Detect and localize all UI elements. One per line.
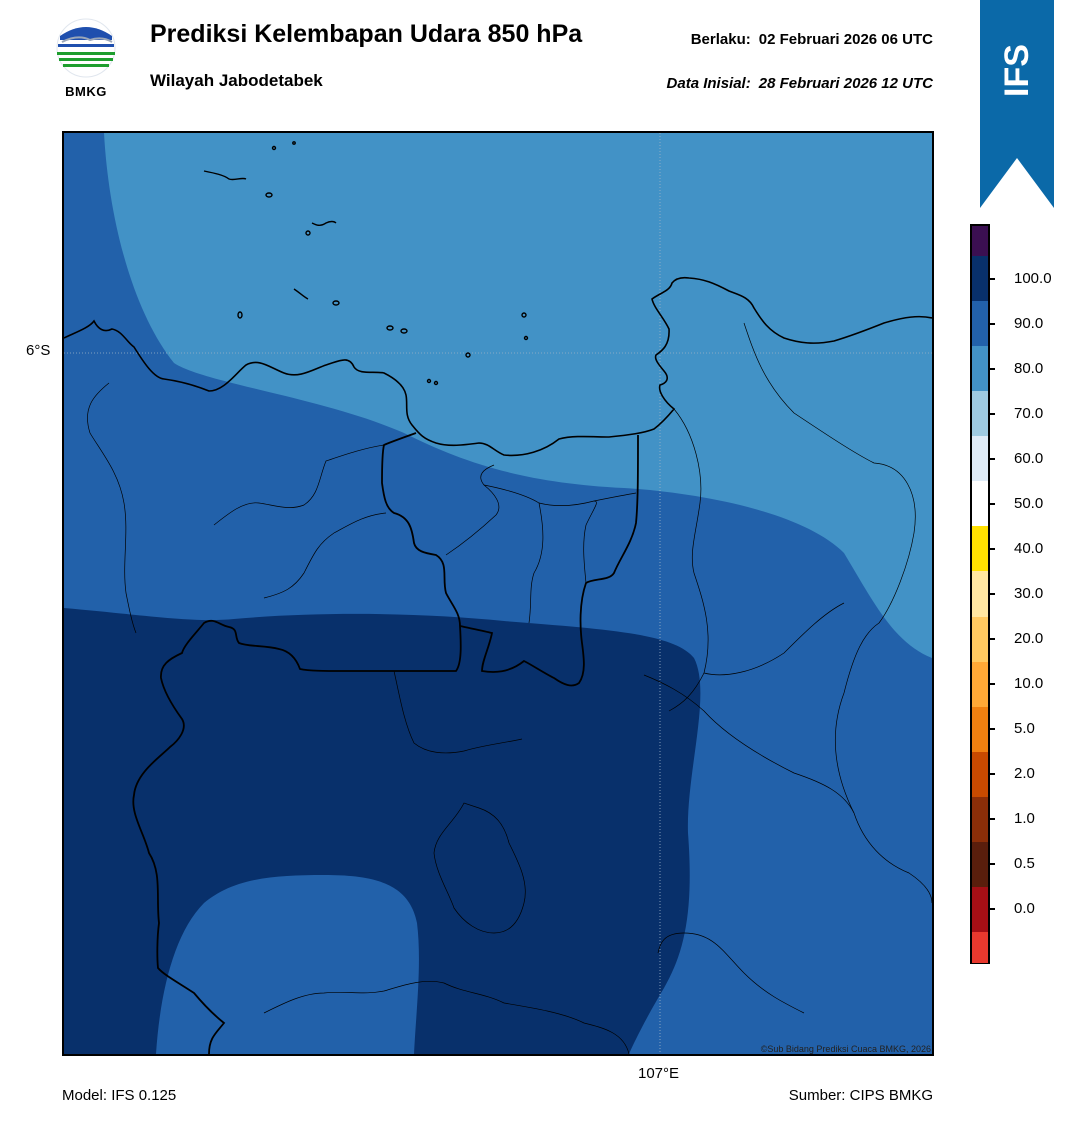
bmkg-logo: BMKG	[50, 18, 122, 102]
colorbar-tick	[988, 412, 995, 415]
colorbar-tick	[988, 773, 995, 776]
colorbar-tick	[988, 502, 995, 505]
colorbar-segment	[972, 436, 988, 482]
colorbar-segment	[972, 886, 988, 933]
ribbon-label-wrap: IFS	[980, 0, 1054, 140]
colorbar-tick-label: 2.0	[1014, 765, 1035, 783]
colorbar-tick	[988, 638, 995, 641]
source-label: Sumber: CIPS BMKG	[788, 1087, 933, 1104]
init-label: Data Inisial:	[666, 75, 751, 92]
colorbar-segment	[972, 226, 988, 257]
islands	[203, 141, 529, 386]
region-subtitle: Wilayah Jabodetabek	[150, 71, 323, 90]
colorbar-tick-label: 100.0	[1014, 269, 1052, 287]
zone-70-80	[104, 133, 932, 658]
colorbar-tick	[988, 908, 995, 911]
colorbar-segment	[972, 571, 988, 618]
lat-tick-label: 6°S	[26, 342, 51, 359]
colorbar-segment	[972, 301, 988, 347]
colorbar-tick-label: 50.0	[1014, 494, 1044, 512]
colorbar-tick	[988, 367, 995, 370]
map-credit: ©Sub Bidang Prediksi Cuaca BMKG, 2026	[760, 1044, 931, 1054]
valid-value: 02 Februari 2026 06 UTC	[758, 31, 933, 48]
colorbar-tick	[988, 683, 995, 686]
colorbar-tick-label: 60.0	[1014, 449, 1044, 467]
valid-label: Berlaku:	[690, 31, 751, 48]
colorbar-tick	[988, 863, 995, 866]
init-value: 28 Februari 2026 12 UTC	[758, 75, 933, 92]
colorbar-tick-label: 1.0	[1014, 810, 1035, 828]
colorbar-segment	[972, 751, 988, 798]
colorbar-segment	[972, 391, 988, 437]
colorbar-segment	[972, 526, 988, 572]
ifs-ribbon	[980, 0, 1054, 208]
colorbar-tick	[988, 818, 995, 821]
colorbar-tick	[988, 277, 995, 280]
colorbar-segment	[972, 796, 988, 843]
colorbar-segment	[972, 346, 988, 392]
chart-title: Prediksi Kelembapan Udara 850 hPa	[150, 20, 583, 48]
colorbar-tick	[988, 457, 995, 460]
colorbar-tick-label: 40.0	[1014, 539, 1044, 557]
colorbar-segment	[972, 706, 988, 753]
colorbar-tick-label: 0.0	[1014, 900, 1035, 918]
colorbar-segment	[972, 256, 988, 302]
lon-tick-label: 107°E	[638, 1065, 680, 1082]
model-label: Model: IFS 0.125	[62, 1087, 177, 1104]
valid-time: Berlaku: 02 Februari 2026 06 UTC	[691, 31, 933, 48]
colorbar-segment	[972, 841, 988, 888]
colorbar-segment	[972, 932, 988, 963]
coastline	[64, 276, 932, 457]
bmkg-emblem-icon	[56, 18, 116, 78]
init-time: Data Inisial: 28 Februari 2026 12 UTC	[667, 75, 933, 92]
colorbar-segment	[972, 661, 988, 708]
colorbar-segment	[972, 481, 988, 527]
colorbar-tick-label: 70.0	[1014, 404, 1044, 422]
humidity-map	[62, 131, 934, 1056]
colorbar-tick-label: 0.5	[1014, 855, 1035, 873]
colorbar-tick	[988, 728, 995, 731]
logo-text: BMKG	[65, 84, 107, 99]
colorbar-tick-label: 20.0	[1014, 630, 1044, 648]
regency-borders	[87, 322, 932, 1054]
colorbar	[970, 224, 990, 964]
colorbar-tick-label: 80.0	[1014, 359, 1044, 377]
colorbar-segment	[972, 616, 988, 663]
colorbar-tick-label: 30.0	[1014, 585, 1044, 602]
colorbar-tick-label: 10.0	[1014, 675, 1044, 693]
colorbar-tick-label: 5.0	[1014, 720, 1035, 738]
colorbar-tick	[988, 547, 995, 550]
map-svg	[64, 133, 932, 1054]
province-border-2	[459, 434, 639, 687]
colorbar-tick-label: 90.0	[1014, 314, 1044, 332]
colorbar-tick	[988, 593, 995, 595]
province-border	[132, 432, 462, 1054]
ribbon-label: IFS	[997, 43, 1036, 97]
zone-80-90-pocket	[156, 875, 419, 1054]
colorbar-tick	[988, 322, 995, 325]
